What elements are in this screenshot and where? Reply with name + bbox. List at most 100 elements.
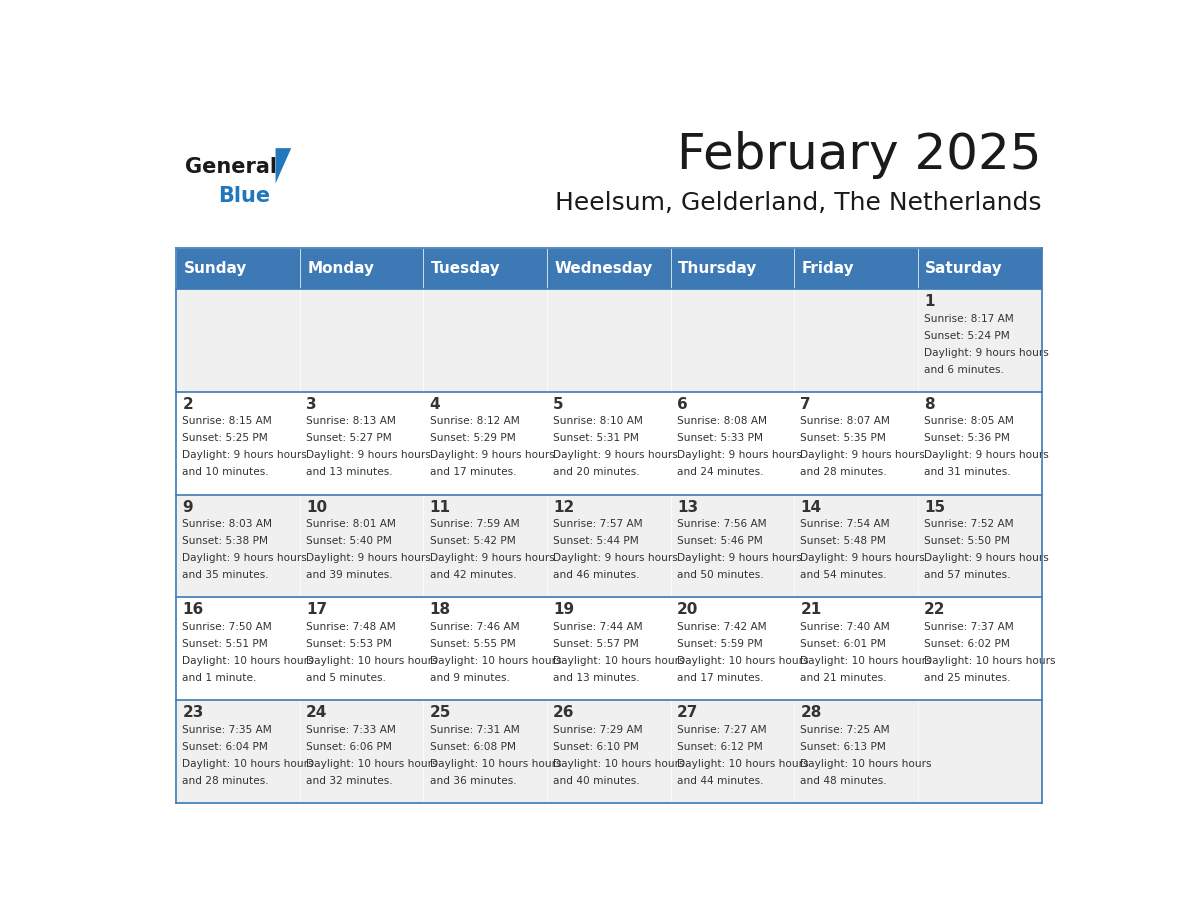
Text: Sunset: 5:42 PM: Sunset: 5:42 PM — [430, 536, 516, 546]
Bar — [423, 392, 546, 495]
Bar — [299, 392, 423, 495]
Bar — [918, 700, 1042, 803]
Text: Daylight: 10 hours hours: Daylight: 10 hours hours — [307, 758, 437, 768]
Text: Sunrise: 7:33 AM: Sunrise: 7:33 AM — [307, 725, 396, 734]
Text: Sunrise: 7:35 AM: Sunrise: 7:35 AM — [182, 725, 272, 734]
Bar — [176, 598, 299, 700]
Bar — [176, 248, 299, 289]
Text: 18: 18 — [430, 602, 450, 618]
Text: and 32 minutes.: and 32 minutes. — [307, 776, 392, 786]
Text: and 1 minute.: and 1 minute. — [182, 673, 257, 683]
Text: Sunset: 5:31 PM: Sunset: 5:31 PM — [554, 433, 639, 443]
Text: Sunrise: 7:57 AM: Sunrise: 7:57 AM — [554, 520, 643, 529]
Bar — [176, 495, 299, 598]
Text: Sunset: 5:38 PM: Sunset: 5:38 PM — [182, 536, 268, 546]
Text: Sunset: 5:44 PM: Sunset: 5:44 PM — [554, 536, 639, 546]
Text: General: General — [185, 157, 277, 177]
Text: Sunrise: 7:25 AM: Sunrise: 7:25 AM — [801, 725, 890, 734]
Text: Daylight: 10 hours hours: Daylight: 10 hours hours — [677, 758, 808, 768]
Text: Sunrise: 8:03 AM: Sunrise: 8:03 AM — [182, 520, 272, 529]
Text: Daylight: 9 hours hours: Daylight: 9 hours hours — [801, 554, 925, 563]
Bar — [423, 289, 546, 392]
Text: 7: 7 — [801, 397, 811, 412]
Text: and 44 minutes.: and 44 minutes. — [677, 776, 764, 786]
Text: and 17 minutes.: and 17 minutes. — [677, 673, 764, 683]
Text: Sunrise: 7:59 AM: Sunrise: 7:59 AM — [430, 520, 519, 529]
Text: Sunrise: 8:07 AM: Sunrise: 8:07 AM — [801, 417, 890, 427]
Text: 2: 2 — [182, 397, 194, 412]
Text: and 17 minutes.: and 17 minutes. — [430, 467, 516, 477]
Bar — [918, 392, 1042, 495]
Text: 17: 17 — [307, 602, 327, 618]
Bar — [423, 248, 546, 289]
Text: Sunset: 6:06 PM: Sunset: 6:06 PM — [307, 742, 392, 752]
Text: Monday: Monday — [308, 261, 374, 276]
Text: and 21 minutes.: and 21 minutes. — [801, 673, 887, 683]
Text: 24: 24 — [307, 705, 328, 721]
Text: 19: 19 — [554, 602, 574, 618]
Text: Sunrise: 8:12 AM: Sunrise: 8:12 AM — [430, 417, 519, 427]
Text: Sunset: 6:01 PM: Sunset: 6:01 PM — [801, 639, 886, 649]
Text: Sunrise: 7:54 AM: Sunrise: 7:54 AM — [801, 520, 890, 529]
Text: Sunset: 6:10 PM: Sunset: 6:10 PM — [554, 742, 639, 752]
Bar — [795, 495, 918, 598]
Text: 26: 26 — [554, 705, 575, 721]
Text: Daylight: 9 hours hours: Daylight: 9 hours hours — [924, 348, 1049, 358]
Text: Sunset: 5:57 PM: Sunset: 5:57 PM — [554, 639, 639, 649]
Text: Sunset: 5:40 PM: Sunset: 5:40 PM — [307, 536, 392, 546]
Text: and 46 minutes.: and 46 minutes. — [554, 570, 639, 580]
Text: Thursday: Thursday — [678, 261, 758, 276]
Text: and 48 minutes.: and 48 minutes. — [801, 776, 887, 786]
Text: and 6 minutes.: and 6 minutes. — [924, 364, 1004, 375]
Text: Daylight: 9 hours hours: Daylight: 9 hours hours — [307, 451, 431, 460]
Text: Friday: Friday — [802, 261, 854, 276]
Bar — [546, 248, 671, 289]
Bar — [918, 495, 1042, 598]
Text: Daylight: 10 hours hours: Daylight: 10 hours hours — [182, 758, 314, 768]
Text: Sunrise: 7:46 AM: Sunrise: 7:46 AM — [430, 622, 519, 632]
Text: Sunset: 5:33 PM: Sunset: 5:33 PM — [677, 433, 763, 443]
Text: 6: 6 — [677, 397, 688, 412]
Bar — [795, 700, 918, 803]
Polygon shape — [276, 148, 291, 184]
Bar — [423, 598, 546, 700]
Bar — [671, 289, 795, 392]
Text: Daylight: 9 hours hours: Daylight: 9 hours hours — [924, 554, 1049, 563]
Text: 5: 5 — [554, 397, 564, 412]
Bar — [299, 598, 423, 700]
Text: Sunset: 5:53 PM: Sunset: 5:53 PM — [307, 639, 392, 649]
Text: Sunrise: 8:17 AM: Sunrise: 8:17 AM — [924, 314, 1013, 324]
Text: Sunset: 5:25 PM: Sunset: 5:25 PM — [182, 433, 268, 443]
Text: Sunrise: 7:29 AM: Sunrise: 7:29 AM — [554, 725, 643, 734]
Text: and 42 minutes.: and 42 minutes. — [430, 570, 516, 580]
Text: Sunrise: 7:52 AM: Sunrise: 7:52 AM — [924, 520, 1013, 529]
Text: 13: 13 — [677, 499, 699, 515]
Text: Sunrise: 7:50 AM: Sunrise: 7:50 AM — [182, 622, 272, 632]
Text: Sunrise: 7:44 AM: Sunrise: 7:44 AM — [554, 622, 643, 632]
Bar — [918, 248, 1042, 289]
Text: Sunrise: 8:05 AM: Sunrise: 8:05 AM — [924, 417, 1015, 427]
Text: 16: 16 — [182, 602, 203, 618]
Text: and 28 minutes.: and 28 minutes. — [182, 776, 268, 786]
Text: Daylight: 10 hours hours: Daylight: 10 hours hours — [677, 656, 808, 666]
Text: Sunrise: 8:01 AM: Sunrise: 8:01 AM — [307, 520, 396, 529]
Text: Daylight: 10 hours hours: Daylight: 10 hours hours — [430, 656, 561, 666]
Text: Sunset: 6:04 PM: Sunset: 6:04 PM — [182, 742, 268, 752]
Text: and 5 minutes.: and 5 minutes. — [307, 673, 386, 683]
Text: Saturday: Saturday — [925, 261, 1003, 276]
Bar — [671, 248, 795, 289]
Text: Sunrise: 7:31 AM: Sunrise: 7:31 AM — [430, 725, 519, 734]
Text: Daylight: 9 hours hours: Daylight: 9 hours hours — [801, 451, 925, 460]
Text: Sunset: 5:29 PM: Sunset: 5:29 PM — [430, 433, 516, 443]
Text: 20: 20 — [677, 602, 699, 618]
Text: and 20 minutes.: and 20 minutes. — [554, 467, 640, 477]
Text: Daylight: 10 hours hours: Daylight: 10 hours hours — [430, 758, 561, 768]
Text: 1: 1 — [924, 294, 935, 309]
Bar — [176, 289, 299, 392]
Bar — [423, 700, 546, 803]
Text: 21: 21 — [801, 602, 822, 618]
Bar — [176, 392, 299, 495]
Text: 28: 28 — [801, 705, 822, 721]
Text: Daylight: 10 hours hours: Daylight: 10 hours hours — [307, 656, 437, 666]
Text: and 50 minutes.: and 50 minutes. — [677, 570, 764, 580]
